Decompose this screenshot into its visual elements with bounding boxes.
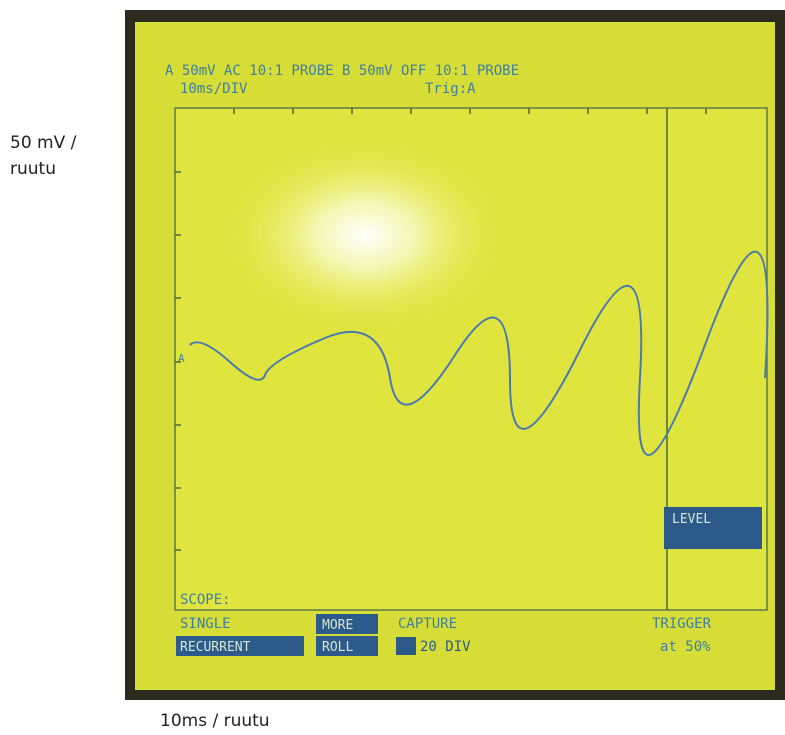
glare <box>225 140 505 330</box>
scope-photo: A 50mV AC 10:1 PROBE B 50mV OFF 10:1 PRO… <box>0 0 785 735</box>
channel-marker: A <box>178 352 185 365</box>
header-line-1: A 50mV AC 10:1 PROBE B 50mV OFF 10:1 PRO… <box>165 63 519 79</box>
header-line-2: 10ms/DIV <box>180 81 248 97</box>
trigger-label: Trig:A <box>425 81 476 97</box>
menu-capture: CAPTURE <box>398 616 457 632</box>
menu-trigger: TRIGGER <box>652 616 712 632</box>
menu-single: SINGLE <box>180 616 231 632</box>
menu-box <box>396 637 416 655</box>
menu-recurrent: RECURRENT <box>180 640 251 655</box>
menu-capture-div: 20 DIV <box>420 639 471 655</box>
page: 50 mV / ruutu 10ms / ruutu A 50mV AC 10:… <box>0 0 785 735</box>
menu-more: MORE <box>322 618 353 633</box>
level-label: LEVEL <box>672 512 711 527</box>
menu-roll: ROLL <box>322 640 353 655</box>
menu-trigger-pos: at 50% <box>660 639 711 655</box>
scope-label: SCOPE: <box>180 592 231 608</box>
